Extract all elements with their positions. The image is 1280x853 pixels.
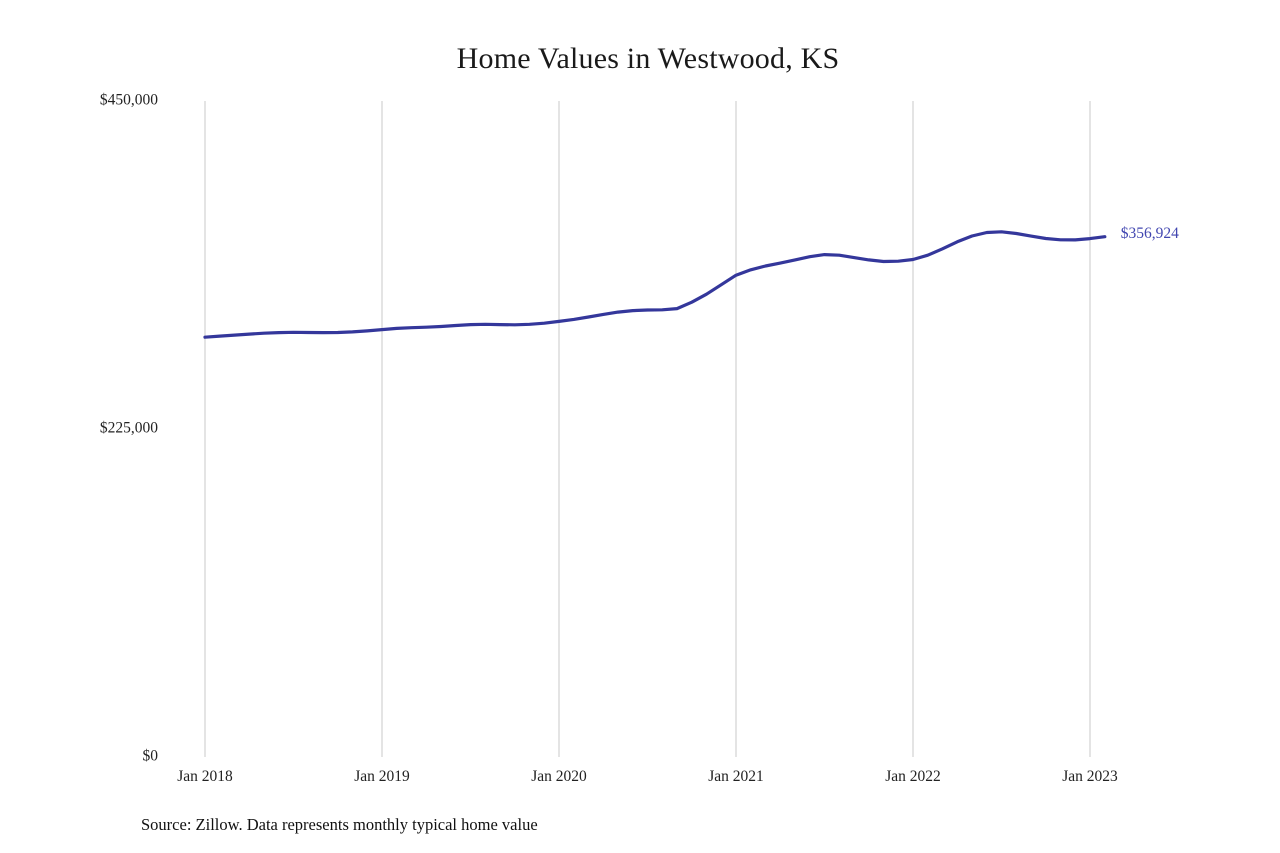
source-note: Source: Zillow. Data represents monthly …	[141, 815, 538, 834]
x-axis-tick-label: Jan 2018	[177, 768, 233, 785]
y-axis-tick-label: $225,000	[100, 420, 158, 437]
x-axis-tick-label: Jan 2020	[531, 768, 587, 785]
chart-title: Home Values in Westwood, KS	[456, 42, 840, 75]
y-axis-tick-label: $450,000	[100, 92, 158, 109]
x-axis-tick-label: Jan 2022	[885, 768, 941, 785]
end-value-label: $356,924	[1121, 225, 1179, 242]
home-value-line	[203, 230, 1107, 339]
y-axis-tick-label: $0	[143, 748, 159, 765]
x-axis-tick-label: Jan 2023	[1062, 768, 1118, 785]
x-axis-tick-label: Jan 2019	[354, 768, 410, 785]
x-axis-tick-label: Jan 2021	[708, 768, 764, 785]
